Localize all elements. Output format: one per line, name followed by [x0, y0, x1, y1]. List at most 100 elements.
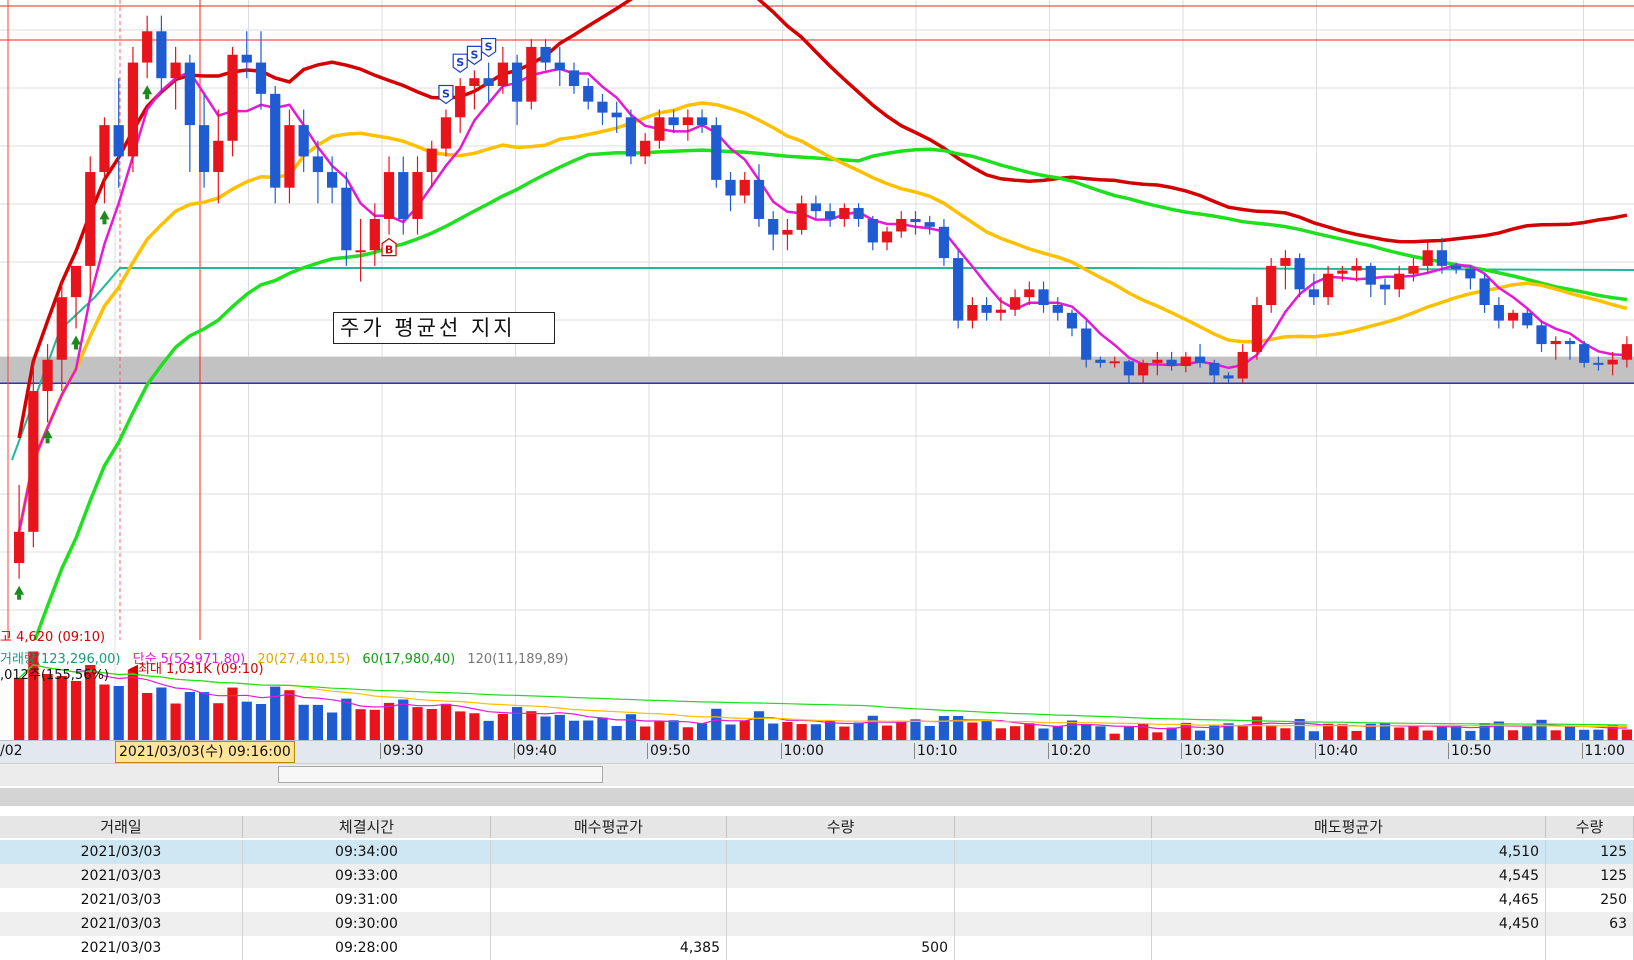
- volume-bar[interactable]: [1593, 729, 1604, 740]
- candle-body[interactable]: [56, 297, 67, 360]
- volume-bar[interactable]: [1550, 730, 1561, 740]
- volume-bar[interactable]: [255, 704, 267, 740]
- volume-bar[interactable]: [1123, 726, 1135, 740]
- volume-bar[interactable]: [1009, 726, 1021, 740]
- candle-body[interactable]: [327, 172, 338, 188]
- candle-body[interactable]: [1593, 362, 1604, 365]
- candle-body[interactable]: [511, 62, 523, 102]
- candle-body[interactable]: [526, 46, 537, 102]
- volume-bar[interactable]: [483, 720, 494, 740]
- candle-body[interactable]: [711, 125, 722, 180]
- volume-bar[interactable]: [682, 727, 693, 740]
- volume-bar[interactable]: [1038, 728, 1049, 741]
- candle-body[interactable]: [497, 62, 508, 87]
- candle-body[interactable]: [70, 265, 82, 298]
- volume-bar[interactable]: [1052, 726, 1063, 740]
- volume-bar[interactable]: [1138, 723, 1149, 740]
- volume-bar[interactable]: [625, 714, 637, 740]
- volume-bar[interactable]: [213, 703, 224, 740]
- volume-bar[interactable]: [198, 692, 210, 740]
- candle-body[interactable]: [241, 54, 252, 63]
- table-column-header[interactable]: 수량: [727, 816, 955, 838]
- candle-body[interactable]: [540, 46, 551, 63]
- candle-body[interactable]: [1166, 359, 1177, 366]
- volume-bar[interactable]: [1294, 719, 1305, 740]
- candle-body[interactable]: [1009, 297, 1021, 310]
- candle-body[interactable]: [640, 140, 651, 157]
- candle-body[interactable]: [1394, 273, 1405, 290]
- volume-bar[interactable]: [497, 713, 508, 740]
- candle-body[interactable]: [1522, 312, 1533, 326]
- volume-bar[interactable]: [1194, 730, 1206, 740]
- candle-body[interactable]: [824, 211, 836, 219]
- volume-bar[interactable]: [1536, 719, 1547, 740]
- candle-body[interactable]: [839, 208, 850, 219]
- candle-body[interactable]: [1052, 305, 1063, 313]
- volume-bar[interactable]: [711, 708, 722, 740]
- candle-body[interactable]: [28, 391, 39, 532]
- volume-bar[interactable]: [113, 686, 124, 740]
- candle-body[interactable]: [1408, 265, 1419, 274]
- volume-bar[interactable]: [1237, 725, 1248, 740]
- volume-bar[interactable]: [1607, 724, 1618, 740]
- candle-body[interactable]: [910, 218, 921, 223]
- volume-bar[interactable]: [796, 724, 807, 740]
- candle-body[interactable]: [99, 125, 110, 173]
- volume-bar[interactable]: [583, 720, 594, 741]
- volume-bar[interactable]: [469, 713, 480, 740]
- volume-bar[interactable]: [953, 716, 964, 740]
- candle-body[interactable]: [768, 218, 779, 235]
- volume-bar[interactable]: [184, 692, 195, 740]
- volume-bar[interactable]: [611, 725, 622, 740]
- volume-bar[interactable]: [540, 716, 551, 741]
- volume-bar[interactable]: [1436, 726, 1448, 741]
- candle-body[interactable]: [198, 125, 210, 173]
- candle-body[interactable]: [255, 62, 267, 94]
- candle-body[interactable]: [924, 222, 935, 227]
- volume-bar[interactable]: [910, 719, 921, 740]
- volume-bar[interactable]: [1209, 725, 1220, 740]
- volume-bar[interactable]: [853, 722, 864, 740]
- horizontal-scrollbar[interactable]: [0, 763, 1634, 786]
- volume-bar[interactable]: [1621, 729, 1633, 741]
- volume-bar[interactable]: [1479, 723, 1490, 740]
- candle-body[interactable]: [1266, 265, 1277, 305]
- candle-body[interactable]: [1322, 273, 1334, 298]
- volume-bar[interactable]: [1337, 724, 1348, 740]
- table-row[interactable]: [0, 840, 1634, 864]
- candle-body[interactable]: [796, 203, 807, 230]
- candle-body[interactable]: [156, 31, 167, 79]
- candle-body[interactable]: [1579, 344, 1590, 363]
- candle-body[interactable]: [113, 125, 124, 157]
- candle-body[interactable]: [967, 305, 978, 321]
- candle-body[interactable]: [568, 70, 580, 87]
- candle-body[interactable]: [213, 140, 224, 173]
- volume-bar[interactable]: [1109, 733, 1120, 740]
- table-column-header[interactable]: 거래일: [0, 816, 243, 838]
- table-column-header[interactable]: 수량: [1546, 816, 1634, 838]
- candle-body[interactable]: [1109, 361, 1120, 364]
- candle-body[interactable]: [1024, 289, 1035, 298]
- volume-bar[interactable]: [1408, 725, 1419, 740]
- table-row[interactable]: [0, 888, 1634, 912]
- volume-bar[interactable]: [881, 725, 893, 740]
- volume-bar[interactable]: [768, 723, 779, 741]
- volume-bar[interactable]: [156, 687, 167, 741]
- volume-bar[interactable]: [1180, 722, 1191, 740]
- candle-body[interactable]: [696, 117, 708, 126]
- candle-body[interactable]: [1507, 312, 1519, 321]
- scrollbar-thumb[interactable]: [278, 766, 603, 783]
- candle-body[interactable]: [1280, 258, 1291, 266]
- volume-bar[interactable]: [938, 716, 950, 740]
- candle-body[interactable]: [440, 117, 452, 149]
- table-row[interactable]: [0, 912, 1634, 936]
- volume-bar[interactable]: [1095, 726, 1106, 740]
- candle-body[interactable]: [611, 112, 622, 118]
- volume-bar[interactable]: [28, 651, 39, 741]
- candle-body[interactable]: [1365, 265, 1376, 285]
- volume-bar[interactable]: [1422, 730, 1433, 741]
- candle-body[interactable]: [1237, 351, 1248, 379]
- volume-bar[interactable]: [696, 723, 708, 740]
- candle-body[interactable]: [341, 187, 352, 251]
- candle-body[interactable]: [312, 156, 324, 173]
